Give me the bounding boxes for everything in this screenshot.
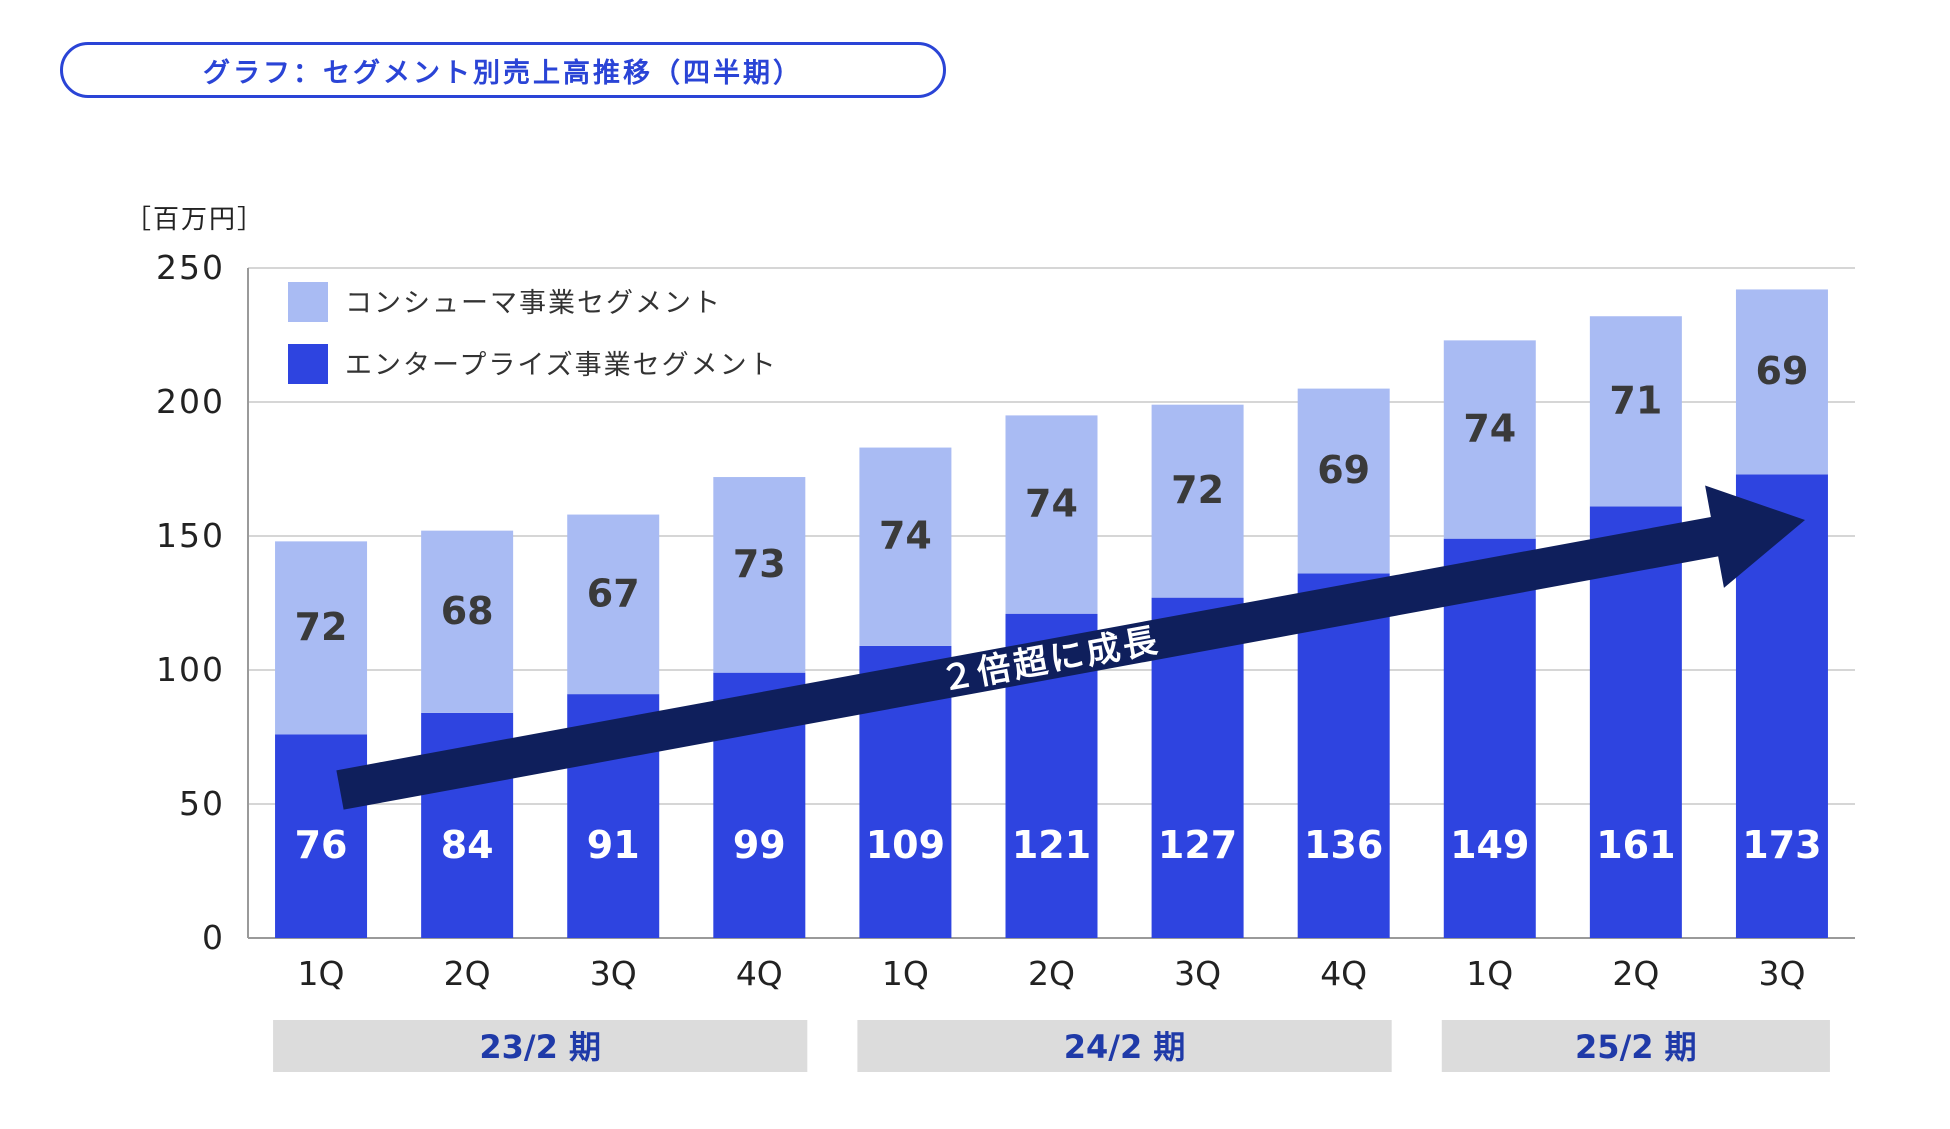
bar-value-label: 84 bbox=[441, 823, 494, 867]
bar-consumer bbox=[1005, 415, 1098, 614]
bar-consumer bbox=[859, 447, 952, 646]
bar-consumer bbox=[713, 477, 806, 673]
period-label: 23/2 期 bbox=[479, 1028, 601, 1066]
bar-value-label: 173 bbox=[1742, 823, 1821, 867]
x-tick-label: 1Q bbox=[1466, 954, 1513, 993]
bar-value-label: 71 bbox=[1609, 378, 1662, 422]
y-tick-label: 100 bbox=[156, 650, 225, 689]
bar-value-label: 69 bbox=[1756, 349, 1809, 393]
y-tick-label: 250 bbox=[156, 248, 225, 287]
bar-consumer bbox=[421, 530, 514, 713]
x-tick-label: 1Q bbox=[298, 954, 345, 993]
bar-value-label: 73 bbox=[733, 542, 786, 586]
bar-value-label: 74 bbox=[879, 514, 932, 558]
bar-enterprise bbox=[1297, 573, 1390, 938]
bar-consumer bbox=[1443, 340, 1536, 539]
bar-value-label: 72 bbox=[295, 605, 348, 649]
bar-value-label: 68 bbox=[441, 589, 494, 633]
bar-value-label: 91 bbox=[587, 823, 640, 867]
x-tick-label: 2Q bbox=[1028, 954, 1075, 993]
bar-value-label: 99 bbox=[733, 823, 786, 867]
bar-value-label: 109 bbox=[866, 823, 945, 867]
bar-value-label: 127 bbox=[1158, 823, 1237, 867]
period-label: 24/2 期 bbox=[1064, 1028, 1186, 1066]
bar-consumer bbox=[1151, 404, 1244, 598]
bar-value-label: 149 bbox=[1450, 823, 1529, 867]
x-tick-label: 3Q bbox=[590, 954, 637, 993]
bar-enterprise bbox=[1589, 506, 1682, 938]
bar-consumer bbox=[1297, 388, 1390, 574]
y-tick-label: 200 bbox=[156, 382, 225, 421]
y-tick-label: 0 bbox=[202, 918, 225, 957]
x-tick-label: 2Q bbox=[1612, 954, 1659, 993]
x-tick-label: 4Q bbox=[1320, 954, 1367, 993]
bar-consumer bbox=[1735, 289, 1828, 475]
x-tick-label: 3Q bbox=[1758, 954, 1805, 993]
bar-enterprise bbox=[1443, 538, 1536, 938]
y-tick-label: 150 bbox=[156, 516, 225, 555]
bar-value-label: 74 bbox=[1025, 482, 1078, 526]
y-tick-label: 50 bbox=[179, 784, 225, 823]
bar-value-label: 121 bbox=[1012, 823, 1091, 867]
bar-value-label: 136 bbox=[1304, 823, 1383, 867]
period-band bbox=[273, 1020, 808, 1072]
period-band bbox=[857, 1020, 1392, 1072]
legend-label: コンシューマ事業セグメント bbox=[345, 288, 722, 319]
bar-consumer bbox=[567, 514, 660, 695]
bar-value-label: 76 bbox=[295, 823, 348, 867]
bar-consumer bbox=[275, 541, 368, 735]
period-band bbox=[1441, 1020, 1830, 1072]
legend-swatch bbox=[288, 282, 328, 322]
bar-value-label: 67 bbox=[587, 571, 640, 615]
legend-label: エンタープライズ事業セグメント bbox=[345, 350, 778, 381]
growth-arrow bbox=[336, 485, 1806, 810]
bar-consumer bbox=[1589, 316, 1682, 507]
x-tick-label: 3Q bbox=[1174, 954, 1221, 993]
bar-value-label: 161 bbox=[1596, 823, 1675, 867]
x-tick-label: 2Q bbox=[444, 954, 491, 993]
page-title: グラフ：セグメント別売上高推移（四半期） bbox=[60, 42, 946, 98]
x-tick-label: 1Q bbox=[882, 954, 929, 993]
legend-swatch bbox=[288, 344, 328, 384]
period-label: 25/2 期 bbox=[1575, 1028, 1697, 1066]
y-axis-unit-label: ［百万円］ bbox=[125, 205, 265, 235]
bar-value-label: 69 bbox=[1317, 448, 1370, 492]
x-tick-label: 4Q bbox=[736, 954, 783, 993]
bar-value-label: 74 bbox=[1463, 407, 1516, 451]
bar-value-label: 72 bbox=[1171, 468, 1224, 512]
